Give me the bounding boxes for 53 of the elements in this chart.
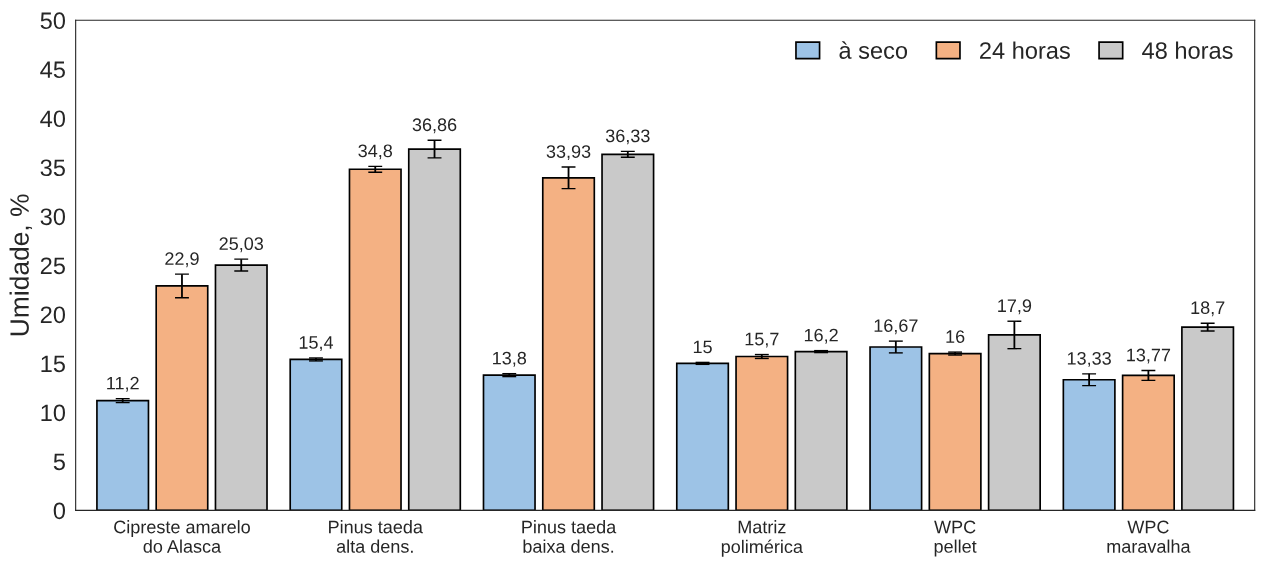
data-label: 13,33 bbox=[1067, 351, 1111, 367]
bar bbox=[1062, 378, 1116, 511]
bar bbox=[289, 358, 343, 511]
bar bbox=[869, 346, 923, 511]
y-tick-label: 25 bbox=[40, 257, 65, 275]
data-label: 17,9 bbox=[998, 299, 1032, 315]
bar bbox=[482, 374, 536, 511]
y-tick-label: 30 bbox=[40, 208, 66, 226]
y-tick-label: 35 bbox=[40, 159, 65, 177]
data-label: 36,33 bbox=[605, 129, 650, 145]
y-axis-title: Umidade, % bbox=[9, 194, 33, 336]
y-tick-label: 15 bbox=[41, 355, 65, 373]
data-label: 33,93 bbox=[546, 145, 591, 161]
y-tick-label: 40 bbox=[40, 110, 66, 128]
data-label: 34,8 bbox=[358, 144, 393, 160]
bar bbox=[675, 362, 730, 511]
x-tick-label: WPC maravalha bbox=[1107, 520, 1191, 553]
x-tick-label: Pinus taeda baixa dens. bbox=[522, 520, 617, 553]
data-label: 13,77 bbox=[1127, 348, 1171, 364]
y-tick-label: 45 bbox=[40, 61, 65, 79]
x-tick-label: Matriz polimérica bbox=[721, 520, 803, 557]
x-tick-label: Cipreste amarelo do Alasca bbox=[114, 520, 250, 553]
data-label: 16,67 bbox=[874, 319, 918, 335]
data-label: 13,8 bbox=[493, 351, 527, 367]
data-label: 36,86 bbox=[412, 118, 457, 134]
y-tick-label: 5 bbox=[53, 453, 65, 471]
bar bbox=[601, 153, 655, 511]
data-label: 16 bbox=[946, 330, 965, 343]
legend-label: 24 horas bbox=[980, 41, 1070, 59]
data-label: 16,2 bbox=[804, 328, 838, 344]
bar bbox=[348, 168, 402, 511]
data-label: 18,7 bbox=[1191, 301, 1225, 317]
bar bbox=[794, 350, 848, 511]
legend-label: à seco bbox=[839, 41, 908, 59]
data-label: 15,7 bbox=[745, 332, 779, 348]
x-tick-label: Pinus taeda alta dens. bbox=[329, 520, 423, 553]
data-label: 25,03 bbox=[219, 237, 264, 253]
bar bbox=[1181, 326, 1235, 511]
y-tick-label: 0 bbox=[53, 502, 66, 520]
y-tick-label: 50 bbox=[40, 12, 66, 30]
x-tick-label: WPC pellet bbox=[934, 520, 977, 557]
data-label: 15 bbox=[693, 340, 712, 354]
data-label: 15,4 bbox=[299, 336, 334, 351]
bar bbox=[928, 352, 982, 511]
bar bbox=[1121, 374, 1175, 511]
data-label: 22,9 bbox=[165, 252, 199, 268]
data-label: 11,2 bbox=[107, 376, 139, 392]
y-tick-label: 10 bbox=[41, 404, 66, 422]
y-tick-label: 20 bbox=[40, 306, 66, 324]
bar bbox=[96, 399, 150, 511]
bar bbox=[214, 264, 268, 511]
legend-label: 48 horas bbox=[1142, 41, 1233, 59]
bar bbox=[735, 355, 789, 511]
